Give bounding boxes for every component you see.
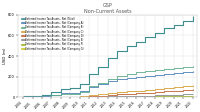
Y-axis label: USD (m): USD (m): [3, 48, 7, 64]
Legend: Deferred Income Tax Assets - Net (Total), Deferred Income Tax Assets - Net (Comp: Deferred Income Tax Assets - Net (Total)…: [21, 17, 84, 51]
Title: GSP
Non-Current Assets: GSP Non-Current Assets: [84, 3, 132, 14]
